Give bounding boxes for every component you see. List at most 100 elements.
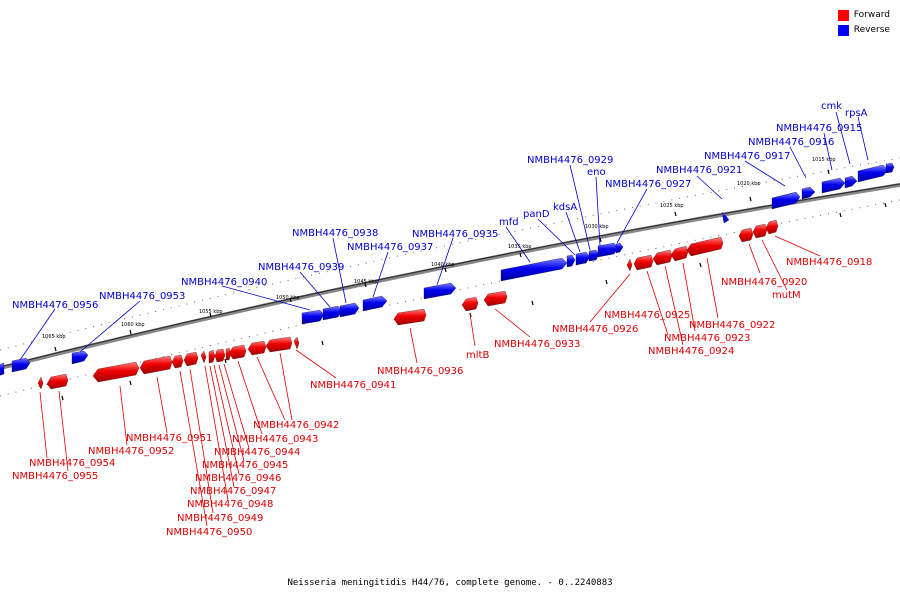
gene-label-NMBH4476_0943[interactable]: NMBH4476_0943	[232, 434, 318, 445]
reverse-gene-arrow[interactable]	[801, 186, 816, 200]
gene-label-NMBH4476_0922[interactable]: NMBH4476_0922	[689, 320, 775, 331]
forward-gene-arrow[interactable]	[633, 254, 654, 271]
gene-label-NMBH4476_0944[interactable]: NMBH4476_0944	[214, 447, 300, 458]
gene-label-NMBH4476_0946[interactable]: NMBH4476_0946	[195, 473, 281, 484]
gene-label-mfd[interactable]: mfd	[499, 217, 519, 228]
forward-gene-arrow[interactable]	[652, 249, 673, 266]
reverse-gene-arrow[interactable]	[821, 177, 846, 194]
gene-label-NMBH4476_0924[interactable]: NMBH4476_0924	[648, 346, 734, 357]
reverse-gene-arrow[interactable]	[0, 362, 5, 376]
gene-label-NMBH4476_0939[interactable]: NMBH4476_0939	[258, 262, 344, 273]
forward-gene-arrow[interactable]	[483, 290, 508, 307]
forward-gene-arrow[interactable]	[686, 236, 724, 257]
gene-label-NMBH4476_0923[interactable]: NMBH4476_0923	[664, 333, 750, 344]
gene-label-rpsA[interactable]: rpsA	[845, 108, 868, 119]
reverse-gene-arrow[interactable]	[588, 249, 600, 262]
reverse-gene-arrow[interactable]	[71, 350, 89, 365]
gene-label-mutM[interactable]: mutM	[772, 290, 801, 301]
forward-gene-arrow[interactable]	[738, 227, 754, 243]
gene-label-panD[interactable]: panD	[523, 209, 550, 220]
forward-gene-arrow[interactable]	[393, 308, 427, 326]
forward-gene-arrow[interactable]	[752, 223, 768, 239]
reverse-strand-genes	[0, 162, 895, 376]
forward-gene-arrow[interactable]	[92, 361, 140, 383]
forward-gene-labels: NMBH4476_0954 NMBH4476_0955 NMBH4476_095…	[12, 257, 872, 538]
gene-label-NMBH4476_0933[interactable]: NMBH4476_0933	[494, 339, 580, 350]
forward-gene-arrow[interactable]	[200, 350, 207, 364]
legend-reverse: Reverse	[837, 23, 890, 38]
gene-label-NMBH4476_0954[interactable]: NMBH4476_0954	[29, 458, 115, 469]
forward-gene-arrow[interactable]	[265, 336, 293, 353]
gene-label-kdsA[interactable]: kdsA	[553, 202, 577, 213]
gene-label-NMBH4476_0949[interactable]: NMBH4476_0949	[177, 513, 263, 524]
gene-label-mltB[interactable]: mltB	[466, 350, 489, 361]
gene-label-NMBH4476_0945[interactable]: NMBH4476_0945	[202, 460, 288, 471]
gene-label-NMBH4476_0955[interactable]: NMBH4476_0955	[12, 471, 98, 482]
gene-label-NMBH4476_0926[interactable]: NMBH4476_0926	[552, 324, 638, 335]
forward-gene-arrow[interactable]	[293, 336, 300, 350]
gene-label-NMBH4476_0941[interactable]: NMBH4476_0941	[310, 380, 396, 391]
gene-label-eno[interactable]: eno	[587, 167, 606, 178]
gene-label-NMBH4476_0956[interactable]: NMBH4476_0956	[12, 300, 98, 311]
gene-label-NMBH4476_0950[interactable]: NMBH4476_0950	[166, 527, 252, 538]
tick-label: 1050 kbp	[276, 295, 300, 301]
forward-gene-arrow[interactable]	[228, 344, 247, 360]
gene-label-NMBH4476_0948[interactable]: NMBH4476_0948	[187, 499, 273, 510]
reverse-gene-arrow[interactable]	[11, 357, 31, 373]
gene-label-NMBH4476_0927[interactable]: NMBH4476_0927	[605, 179, 691, 190]
forward-gene-arrow[interactable]	[247, 340, 267, 356]
gene-label-NMBH4476_0920[interactable]: NMBH4476_0920	[721, 277, 807, 288]
forward-gene-arrow[interactable]	[46, 373, 69, 390]
reverse-gene-arrow[interactable]	[423, 282, 457, 300]
gene-label-NMBH4476_0951[interactable]: NMBH4476_0951	[126, 433, 212, 444]
gene-label-NMBH4476_0915[interactable]: NMBH4476_0915	[776, 123, 862, 134]
tick-label: 1045 kbp	[354, 279, 378, 285]
gene-label-NMBH4476_0917[interactable]: NMBH4476_0917	[704, 151, 790, 162]
reverse-gene-arrow[interactable]	[771, 191, 801, 210]
reverse-gene-arrow[interactable]	[615, 242, 624, 254]
reverse-gene-arrow[interactable]	[857, 164, 889, 183]
forward-gene-arrow[interactable]	[139, 355, 173, 375]
gene-label-NMBH4476_0936[interactable]: NMBH4476_0936	[377, 366, 463, 377]
forward-swatch	[837, 10, 849, 21]
forward-gene-arrow[interactable]	[214, 348, 226, 363]
reverse-gene-arrow[interactable]	[575, 251, 591, 266]
gene-label-NMBH4476_0921[interactable]: NMBH4476_0921	[656, 165, 742, 176]
reverse-gene-arrow[interactable]	[566, 254, 576, 268]
legend-forward-label: Forward	[853, 10, 890, 20]
gene-label-NMBH4476_0942[interactable]: NMBH4476_0942	[253, 420, 339, 431]
gene-label-cmk[interactable]: cmk	[821, 101, 842, 112]
genome-caption: Neisseria meningitidis H44/76, complete …	[287, 578, 613, 588]
forward-gene-arrow[interactable]	[461, 296, 479, 312]
tick-label: 1020 kbp	[737, 181, 761, 187]
legend-forward: Forward	[837, 8, 890, 23]
gene-label-NMBH4476_0940[interactable]: NMBH4476_0940	[181, 277, 267, 288]
reverse-gene-arrow[interactable]	[362, 295, 388, 312]
gene-label-NMBH4476_0929[interactable]: NMBH4476_0929	[527, 155, 613, 166]
forward-gene-arrow[interactable]	[183, 351, 199, 367]
forward-gene-arrow[interactable]	[626, 258, 633, 272]
gene-label-NMBH4476_0935[interactable]: NMBH4476_0935	[412, 229, 498, 240]
reverse-gene-arrow[interactable]	[500, 257, 568, 282]
forward-gene-arrow[interactable]	[765, 219, 779, 235]
gene-label-NMBH4476_0947[interactable]: NMBH4476_0947	[190, 486, 276, 497]
gene-label-NMBH4476_0937[interactable]: NMBH4476_0937	[347, 242, 433, 253]
reverse-gene-arrow[interactable]	[721, 211, 730, 224]
forward-gene-arrow[interactable]	[225, 347, 232, 361]
gene-label-NMBH4476_0953[interactable]: NMBH4476_0953	[99, 291, 185, 302]
reverse-gene-arrow[interactable]	[844, 175, 858, 189]
gene-label-NMBH4476_0925[interactable]: NMBH4476_0925	[604, 310, 690, 321]
reverse-gene-arrow[interactable]	[885, 162, 895, 174]
forward-gene-arrow[interactable]	[37, 376, 44, 390]
gene-label-NMBH4476_0918[interactable]: NMBH4476_0918	[786, 257, 872, 268]
gene-label-NMBH4476_0916[interactable]: NMBH4476_0916	[748, 137, 834, 148]
gene-label-NMBH4476_0938[interactable]: NMBH4476_0938	[292, 228, 378, 239]
forward-gene-arrow[interactable]	[670, 245, 689, 262]
gene-label-NMBH4476_0952[interactable]: NMBH4476_0952	[88, 446, 174, 457]
forward-gene-arrow[interactable]	[208, 349, 216, 364]
reverse-gene-arrow[interactable]	[301, 309, 325, 325]
forward-gene-arrow[interactable]	[171, 354, 184, 369]
reverse-gene-arrow[interactable]	[339, 302, 360, 318]
reverse-gene-arrow[interactable]	[322, 305, 343, 321]
reverse-gene-arrow[interactable]	[597, 242, 619, 258]
